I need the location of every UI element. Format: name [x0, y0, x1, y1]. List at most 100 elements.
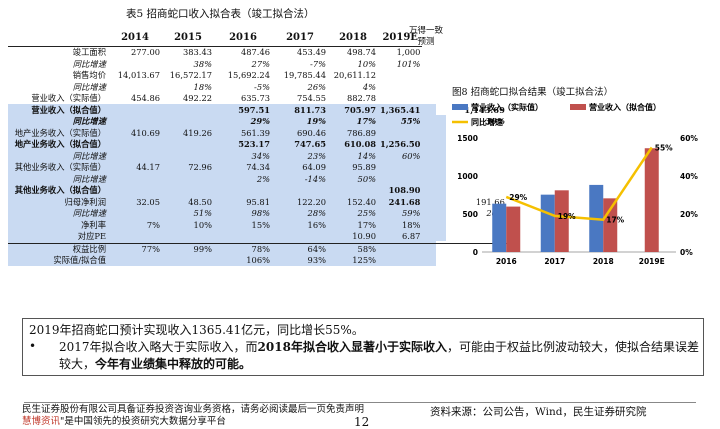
table-cell: 27% — [251, 58, 270, 69]
table-cell: 50% — [357, 173, 376, 184]
table-row: 同比增速 18% -5% 26% 4% — [8, 82, 507, 94]
table-cell — [108, 59, 162, 71]
x-tick-label: 2019E — [639, 257, 665, 266]
table-cell: 610.08 — [344, 139, 376, 149]
col-2016: 2016 — [214, 28, 272, 47]
wan-cell: 191.66 — [475, 196, 505, 207]
table-cell: 95.89 — [352, 162, 376, 172]
table-cell: 14,013.67 — [117, 70, 160, 80]
row-label: 同比增速 — [72, 81, 106, 92]
table-row: 营业收入（实际值） 454.86 492.22 635.73 754.55 882.78 — [8, 93, 507, 105]
table-cell: 561.39 — [240, 127, 270, 138]
table-cell: 6.87 — [401, 231, 421, 241]
table-cell: 19,785.44 — [283, 70, 326, 80]
y-tick-label: 1500 — [457, 134, 478, 143]
table-cell — [108, 255, 162, 267]
table-cell — [108, 105, 162, 117]
bar-actual — [492, 203, 507, 252]
row-label: 竣工面积 — [72, 47, 106, 57]
table-cell: -5% — [254, 81, 270, 92]
table-row: 竣工面积 277.00 383.43 487.46 453.49 498.74 1,000 — [8, 47, 507, 59]
row-label: 营业收入（拟合值） — [31, 104, 106, 115]
table-cell — [162, 185, 214, 197]
y2-tick-label: 0% — [680, 248, 693, 257]
row-label: 净利率 — [81, 219, 106, 230]
table-cell: 16,572.17 — [169, 70, 212, 80]
table-cell: 10% — [193, 219, 212, 230]
wan-cell — [462, 47, 506, 59]
table-cell: 106% — [246, 255, 270, 265]
table-cell: 38% — [193, 58, 212, 69]
table-cell: 32.05 — [136, 196, 160, 207]
legend-label-yoy: 同比增速 — [471, 117, 503, 127]
table-row: 地产业务收入（实际值） 410.69 419.26 561.39 690.46 786.8… — [8, 128, 507, 140]
bar-fitted — [554, 190, 569, 252]
wan-cell: 30% — [485, 116, 505, 126]
wan-header: 万得一致 预测 — [408, 26, 443, 47]
table-cell: 10.90 — [352, 231, 376, 241]
table-cell — [272, 185, 328, 197]
table-cell — [162, 116, 214, 128]
table-cell: 747.65 — [294, 139, 326, 149]
table-row: 同比增速 2% -14% 50% — [8, 174, 507, 186]
table-cell: 10% — [357, 58, 376, 69]
table-cell: 18% — [193, 81, 212, 92]
y2-tick-label: 60% — [680, 134, 698, 143]
disclaimer: 民生证券股份有限公司具备证券投资咨询业务资格，请务必阅读最后一页免责声明 慧博资… — [22, 404, 365, 427]
table-cell: 25% — [357, 208, 376, 218]
table-cell: 410.69 — [130, 127, 160, 138]
table-cell: 635.73 — [240, 93, 270, 103]
table-cell: 2% — [256, 173, 270, 184]
table-cell — [378, 128, 422, 140]
table-cell — [108, 151, 162, 163]
table-row: 营业收入（拟合值） 597.51 811.73 705.97 1,365.41 1,143… — [8, 105, 507, 117]
row-label: 其他业务收入（拟合值） — [14, 185, 106, 195]
table-row: 同比增速 29% 19% 17% 55% 30% — [8, 116, 507, 128]
table-cell: 19% — [306, 116, 326, 126]
table-row: 权益比例 77% 99% 78% 64% 58% — [8, 242, 507, 255]
table-cell: 4% — [362, 81, 376, 92]
table-cell: 74.34 — [246, 162, 270, 172]
table-cell: 453.49 — [296, 47, 326, 57]
row-label: 对应PE — [77, 231, 106, 241]
col-2019e: 2019E — [378, 28, 423, 47]
y2-tick-label: 40% — [680, 172, 698, 181]
table-cell: 48.50 — [188, 196, 212, 207]
table-cell: 122.20 — [296, 196, 326, 207]
table-cell: 18% — [401, 219, 421, 230]
bullet-dot: • — [29, 339, 37, 353]
table-cell: 34% — [251, 150, 270, 161]
table-cell: 60% — [401, 150, 421, 161]
table-cell — [214, 231, 272, 243]
plain-text: 2017年拟合收入略大于实际收入，而 — [59, 340, 258, 354]
table-cell: 58% — [328, 242, 378, 255]
row-label: 同比增速 — [72, 58, 106, 69]
table-row: 净利率 7% 10% 15% 16% 17% 18% — [8, 220, 507, 232]
col-2014: 2014 — [108, 28, 162, 47]
summary-bullet: 2017年拟合收入略大于实际收入，而2018年拟合收入显著小于实际收入，可能由于… — [59, 339, 699, 373]
table-cell: 277.00 — [130, 47, 160, 57]
legend-label-fitted: 营业收入（拟合值） — [589, 102, 661, 112]
col-2018: 2018 — [328, 28, 378, 47]
table-cell — [378, 242, 423, 255]
table-cell: 14% — [357, 150, 376, 161]
row-label: 归母净利润 — [64, 196, 107, 207]
table-cell: 20,611.12 — [333, 70, 376, 80]
wan-cell — [462, 59, 506, 71]
row-label: 营业收入（实际值） — [31, 93, 106, 103]
page-number: 12 — [354, 415, 370, 429]
plain-text: ，可能由于权益比例波动较大，使拟合结果误差较大， — [59, 340, 699, 371]
table-cell — [162, 174, 214, 186]
table-cell — [162, 151, 214, 163]
table-cell: 419.26 — [182, 127, 212, 138]
table-cell: 17% — [357, 219, 376, 230]
table-cell: 77% — [108, 242, 162, 255]
revenue-fit-chart: 营业收入（实际值） 营业收入（拟合值） 同比增速 0 500 1000 1500 0% 20% 4… — [452, 102, 698, 266]
band-main — [8, 104, 436, 266]
bold-text: 今年有业绩集中释放的可能。 — [95, 357, 252, 371]
table-row: 地产业务收入（拟合值） 523.17 747.65 610.08 1,256.50 — [8, 139, 507, 151]
income-fit-table: 2014 2015 2016 2017 2018 2019E 竣工面积 277.0… — [8, 28, 507, 267]
header-row: 2014 2015 2016 2017 2018 2019E — [8, 28, 507, 47]
table-row: 实际值/拟合值 106% 93% 125% — [8, 255, 507, 267]
